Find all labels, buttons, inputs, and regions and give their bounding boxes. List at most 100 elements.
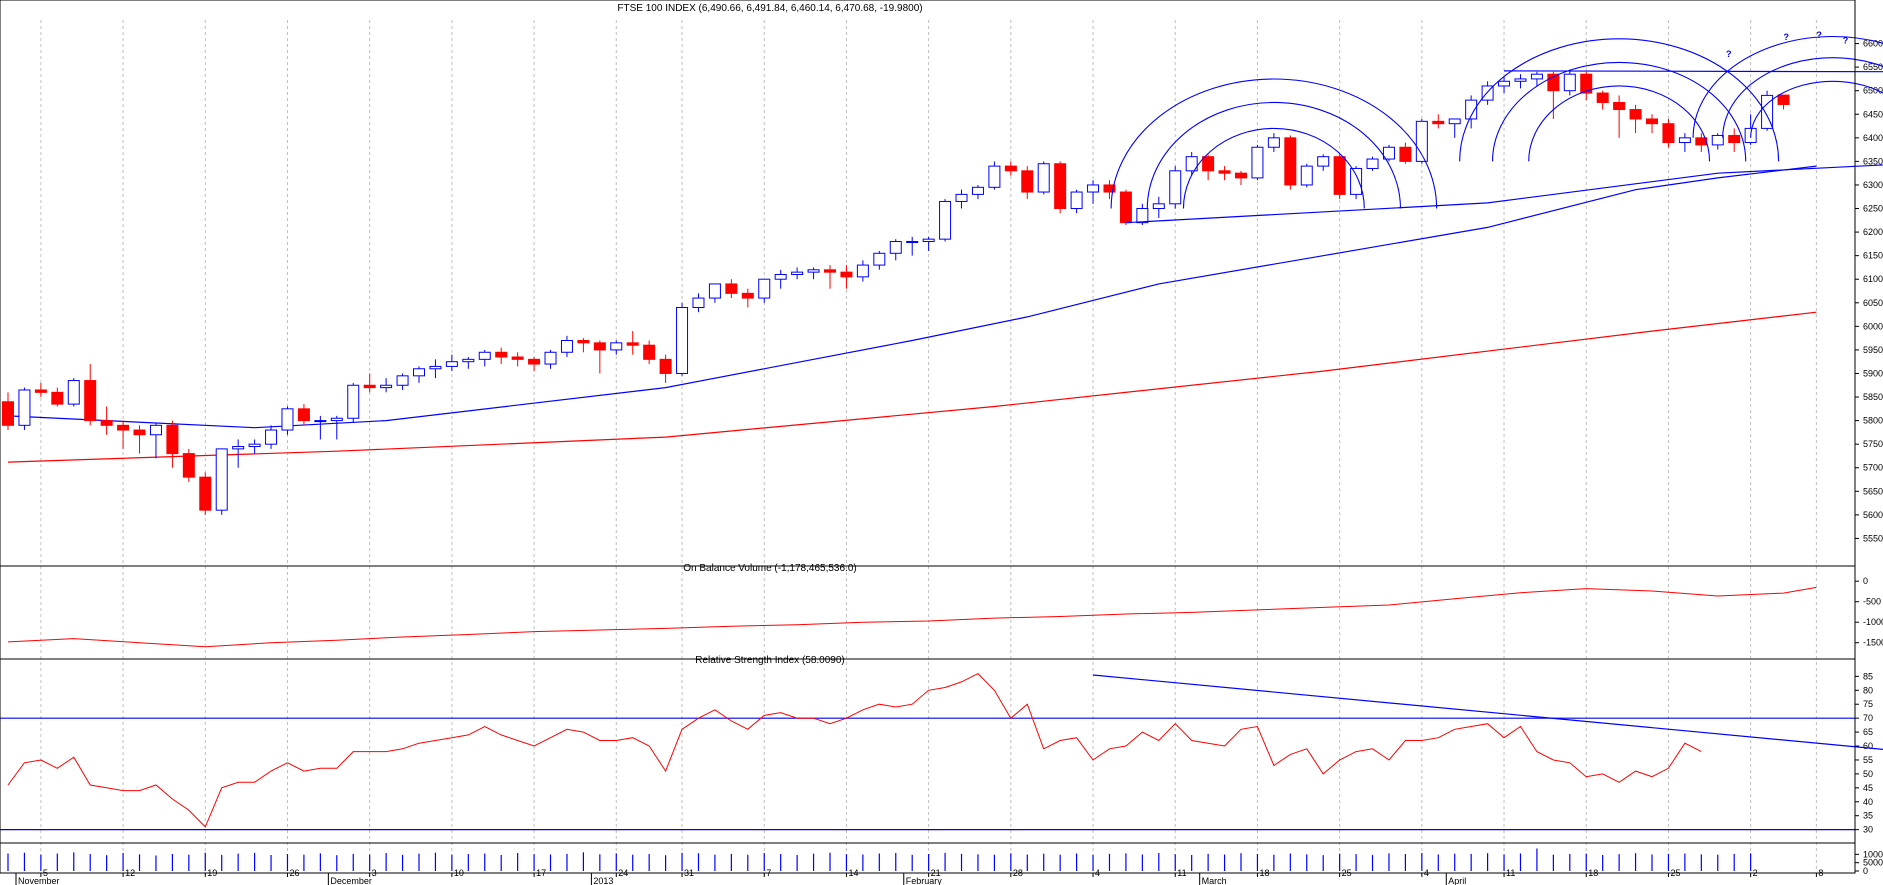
obv-line xyxy=(7,586,1817,648)
candle-down xyxy=(1021,170,1034,193)
candle-down xyxy=(2,401,14,426)
candle-up xyxy=(314,420,327,423)
cycle-arc xyxy=(1110,78,1438,209)
candle-up xyxy=(248,443,261,448)
cycle-arc xyxy=(1528,85,1711,162)
rsi-axis-tick-label: 80 xyxy=(1863,685,1873,695)
cycle-arc xyxy=(1491,61,1747,162)
obv-axis-tick-label: -1500 xyxy=(1863,638,1883,648)
rsi-panel: Relative Strength Index (58.0090) 30 35 40… xyxy=(0,655,1883,835)
candle-down xyxy=(528,358,541,365)
candle-up xyxy=(347,384,360,419)
candle-down xyxy=(1235,172,1247,179)
candle-down xyxy=(1432,120,1445,125)
candle-down xyxy=(1284,137,1297,186)
candle-up xyxy=(1465,99,1478,120)
obv-axis-tick-label: -500 xyxy=(1863,597,1881,607)
candle-down xyxy=(34,389,47,393)
rsi-axis-tick-label: 60 xyxy=(1863,741,1873,751)
cycle-arc xyxy=(1722,57,1883,138)
candle-up xyxy=(1152,203,1165,210)
price-axis-tick-label: 6450 xyxy=(1863,109,1883,119)
candle-up xyxy=(610,342,623,351)
candle-down xyxy=(182,453,195,478)
price-axis-tick-label: 6300 xyxy=(1863,180,1883,190)
price-axis-tick-label: 6550 xyxy=(1863,62,1883,72)
candle-up xyxy=(149,424,162,436)
candle-down xyxy=(1202,156,1215,172)
question-mark: ? xyxy=(1784,32,1790,42)
candle-up xyxy=(1267,137,1280,148)
rsi-axis-tick-label: 65 xyxy=(1863,727,1873,737)
resistance-line xyxy=(1503,70,1883,73)
candle-up xyxy=(1169,170,1182,205)
candle-up xyxy=(791,271,804,276)
price-panel: FTSE 100 INDEX (6,490.66, 6,491.84, 6,46… xyxy=(2,3,1883,543)
candle-up xyxy=(1366,158,1379,169)
candle-up xyxy=(1136,208,1149,224)
candle-down xyxy=(1777,94,1790,106)
candle-up xyxy=(1678,137,1691,144)
candlesticks xyxy=(2,69,1790,515)
candle-down xyxy=(1054,163,1067,210)
candle-down xyxy=(1547,73,1560,92)
candle-down xyxy=(659,358,672,374)
volume-bars xyxy=(7,848,1752,871)
candle-down xyxy=(511,356,524,360)
month-label: February xyxy=(906,876,943,885)
candle-up xyxy=(774,274,787,280)
candle-up xyxy=(1481,85,1494,101)
obv-axis-tick-label: -1000 xyxy=(1863,617,1883,627)
candle-down xyxy=(626,342,639,346)
candle-up xyxy=(67,380,80,405)
obv-title: On Balance Volume (-1,178,465,536.0) xyxy=(683,563,856,574)
candle-up xyxy=(1498,80,1511,87)
question-mark: ? xyxy=(1726,49,1732,59)
candle-down xyxy=(824,269,836,273)
candle-up xyxy=(478,351,491,360)
rsi-axis-tick-label: 85 xyxy=(1863,671,1873,681)
candle-up xyxy=(807,269,820,273)
candle-down xyxy=(1613,101,1626,111)
volume-y-axis: 1000050000 xyxy=(1855,849,1883,876)
candle-up xyxy=(971,186,984,195)
rsi-axis-tick-label: 40 xyxy=(1863,797,1873,807)
rsi-axis-tick-label: 70 xyxy=(1863,713,1873,723)
candle-up xyxy=(445,361,458,367)
candle-down xyxy=(1218,170,1231,174)
month-label: December xyxy=(330,876,372,885)
candle-up xyxy=(692,297,705,308)
candle-down xyxy=(1728,134,1741,144)
rsi-line xyxy=(0,672,1883,831)
candle-up xyxy=(1761,94,1774,129)
volume-panel: 1000050000 xyxy=(7,848,1883,876)
candle-up xyxy=(1563,73,1576,92)
candle-down xyxy=(166,424,179,455)
candle-up xyxy=(1185,156,1198,172)
candle-up xyxy=(18,389,31,426)
month-label: November xyxy=(18,876,60,885)
candle-down xyxy=(51,391,64,405)
candle-up xyxy=(429,365,442,370)
month-label: April xyxy=(1448,876,1466,885)
price-axis-tick-label: 6600 xyxy=(1863,39,1883,49)
price-axis-tick-label: 6150 xyxy=(1863,251,1883,261)
panel-borders xyxy=(0,0,1856,874)
cycle-arc xyxy=(1692,36,1883,138)
rsi-title: Relative Strength Index (58.0090) xyxy=(695,655,845,666)
candle-up xyxy=(1415,120,1428,162)
obv-series-line xyxy=(7,586,1817,648)
support-trendline xyxy=(1125,164,1883,224)
rsi-axis-tick-label: 50 xyxy=(1863,769,1873,779)
month-label: March xyxy=(1202,876,1227,885)
candle-up xyxy=(1300,165,1313,186)
candle-down xyxy=(1646,118,1658,125)
candle-down xyxy=(495,351,508,358)
candle-down xyxy=(1004,165,1017,172)
rsi-trendline xyxy=(1092,674,1883,750)
candle-up xyxy=(1350,167,1363,195)
candle-up xyxy=(922,238,935,243)
question-mark: ? xyxy=(1843,36,1849,46)
candle-up xyxy=(708,283,721,299)
